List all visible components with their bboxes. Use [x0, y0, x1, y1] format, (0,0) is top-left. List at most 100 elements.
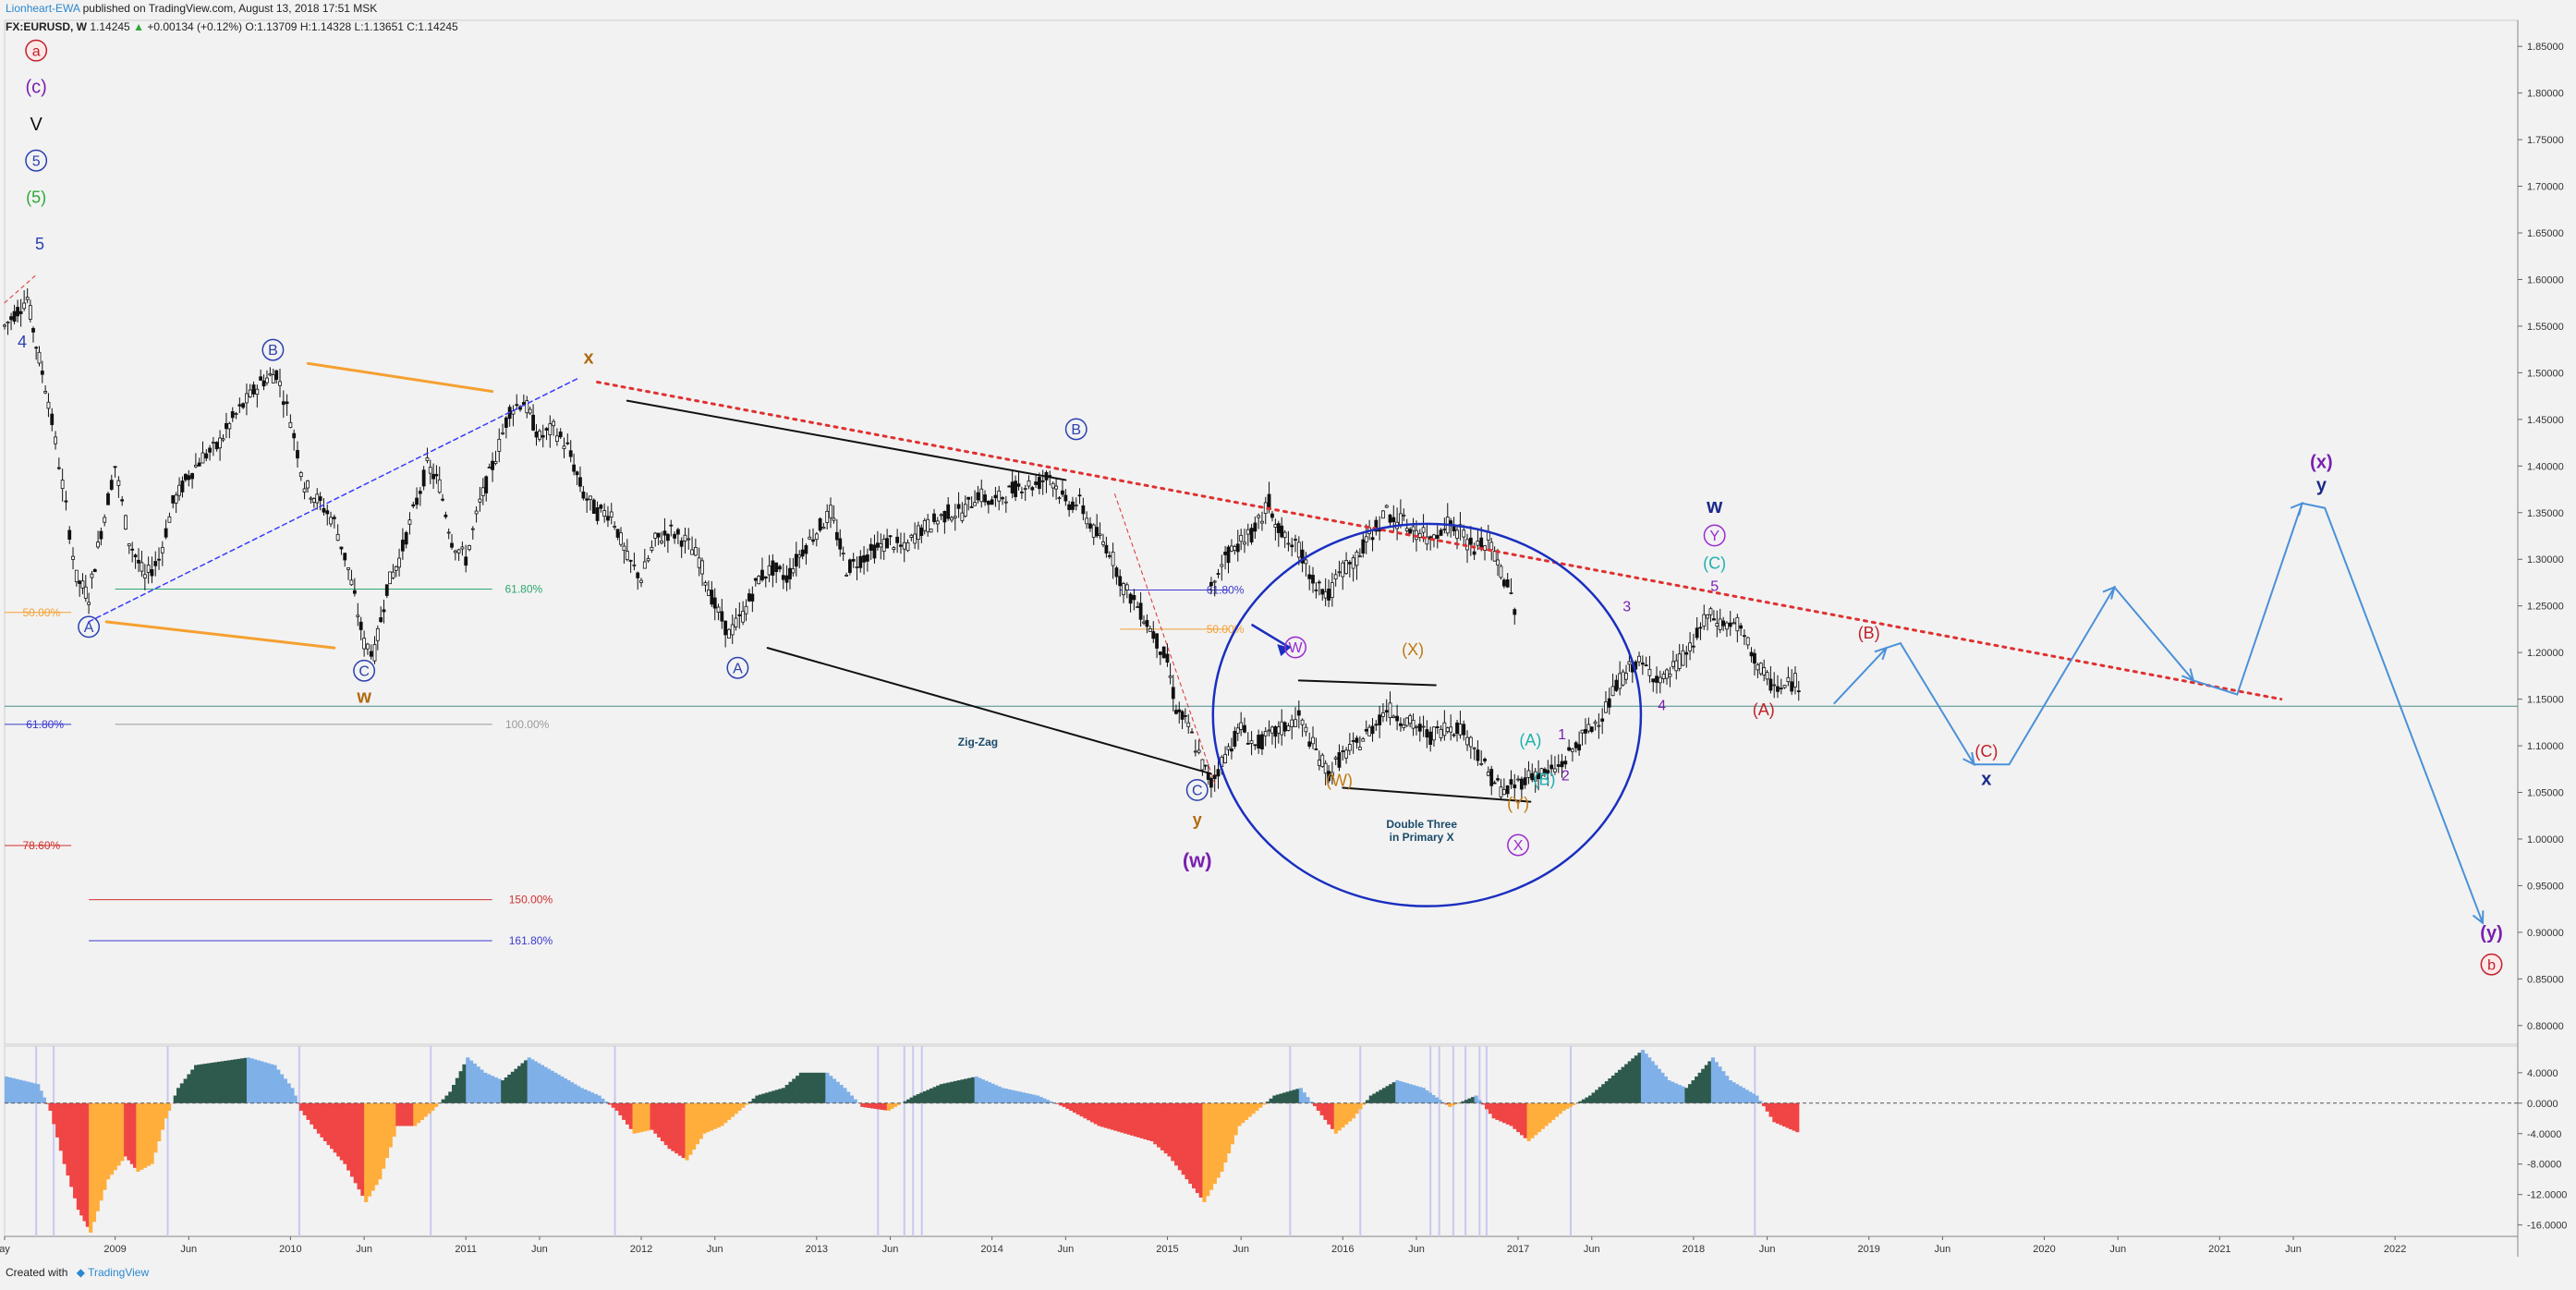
osc-bar — [1171, 1102, 1175, 1162]
osc-bar — [497, 1078, 502, 1103]
candle-body — [1381, 712, 1385, 717]
candle-body — [1257, 515, 1261, 518]
wave-label: w — [1706, 494, 1723, 517]
candle-body — [1276, 523, 1281, 533]
osc-bar — [716, 1102, 721, 1128]
osc-bar — [353, 1102, 358, 1184]
osc-bar — [1113, 1102, 1118, 1131]
candle-body — [673, 533, 676, 539]
osc-bar — [1464, 1100, 1469, 1103]
candle-body — [1489, 769, 1494, 786]
candle-body — [1138, 602, 1143, 620]
candle-body — [1010, 481, 1015, 493]
osc-bar — [741, 1102, 746, 1108]
price-tick-label: 1.45000 — [2527, 415, 2564, 426]
price-tick-label: 1.70000 — [2527, 182, 2564, 193]
osc-bar — [269, 1064, 274, 1103]
projection-arrowhead — [2181, 668, 2195, 683]
osc-bar — [893, 1102, 898, 1107]
time-tick-label: Jun — [2285, 1244, 2302, 1255]
osc-bar — [1687, 1084, 1693, 1103]
osc-bar — [69, 1102, 74, 1187]
candle-body — [1483, 759, 1487, 761]
candle-body — [1624, 673, 1628, 680]
candle-body — [1355, 737, 1359, 743]
osc-bar — [452, 1085, 456, 1103]
candle-body — [932, 513, 936, 522]
price-tick-label: 0.85000 — [2527, 974, 2564, 985]
wave-label-circle — [1703, 524, 1726, 547]
osc-bar — [1444, 1102, 1449, 1105]
osc-bar — [805, 1072, 810, 1103]
candle-body — [636, 572, 640, 578]
time-tick-label: 2010 — [279, 1244, 301, 1255]
candle-body — [1355, 552, 1359, 566]
candle-body — [606, 516, 610, 521]
candle-body — [1209, 581, 1213, 587]
candle-body — [1513, 784, 1517, 788]
osc-bar — [702, 1102, 707, 1134]
candle-body — [1098, 533, 1102, 536]
candle-body — [767, 565, 772, 576]
tradingview-logo-icon[interactable]: ◆ — [76, 1266, 85, 1279]
osc-bar — [1237, 1102, 1242, 1126]
ellipse-arrowhead — [1277, 644, 1291, 657]
osc-bar — [1558, 1102, 1562, 1114]
candle-body — [534, 432, 539, 438]
tradingview-link[interactable]: TradingView — [88, 1266, 150, 1279]
osc-bar — [614, 1102, 619, 1112]
osc-bar — [1684, 1088, 1689, 1103]
osc-bar — [1657, 1068, 1661, 1103]
candle-body — [558, 432, 563, 438]
candle-body — [1230, 545, 1233, 552]
osc-bar — [382, 1102, 386, 1169]
candle-body — [1177, 709, 1182, 712]
candle-body — [218, 437, 222, 449]
osc-bar — [825, 1072, 830, 1103]
wave-label-circle — [25, 149, 48, 172]
candle-body — [1445, 727, 1450, 733]
osc-bar — [330, 1102, 334, 1150]
candle-body — [92, 568, 97, 573]
candle-body — [474, 510, 479, 515]
osc-bar — [516, 1065, 522, 1103]
candle-body — [1712, 618, 1716, 621]
osc-bar — [747, 1101, 752, 1103]
osc-bar — [399, 1102, 404, 1126]
candle-body — [862, 554, 866, 563]
candle-body — [760, 569, 764, 580]
candle-body — [306, 481, 310, 489]
osc-bar — [628, 1102, 633, 1129]
osc-bar — [216, 1061, 222, 1103]
candle-body — [1782, 685, 1787, 688]
osc-bar — [1604, 1081, 1609, 1103]
osc-bar — [692, 1102, 697, 1150]
wave-label: b — [2487, 957, 2496, 973]
symbol-line: FX:EURUSD, W 1.14245 ▲ +0.00134 (+0.12%)… — [6, 20, 458, 33]
osc-bar — [1618, 1069, 1622, 1103]
wave-label: A — [733, 661, 743, 676]
candle-body — [133, 554, 138, 558]
osc-bar — [1330, 1102, 1335, 1129]
osc-bar — [1209, 1102, 1214, 1190]
osc-bar — [136, 1102, 140, 1172]
candle-body — [1411, 526, 1416, 531]
candle-body — [1235, 543, 1240, 553]
candle-body — [515, 404, 519, 407]
author-link[interactable]: Lionheart-EWA — [6, 2, 80, 15]
osc-bar — [883, 1102, 888, 1111]
osc-bar — [533, 1061, 538, 1103]
osc-bar — [1598, 1087, 1602, 1103]
osc-bar — [1139, 1102, 1144, 1138]
candle-body — [1618, 673, 1622, 689]
osc-bar — [1216, 1102, 1221, 1178]
candle-body — [343, 553, 347, 561]
low-value: 1.13651 — [363, 20, 404, 33]
osc-bar — [167, 1102, 172, 1112]
candle-body — [568, 450, 573, 457]
candle-body — [127, 543, 131, 547]
price-tick-label: 1.50000 — [2527, 368, 2564, 379]
candle-body — [157, 558, 161, 561]
candle-body — [869, 543, 873, 551]
